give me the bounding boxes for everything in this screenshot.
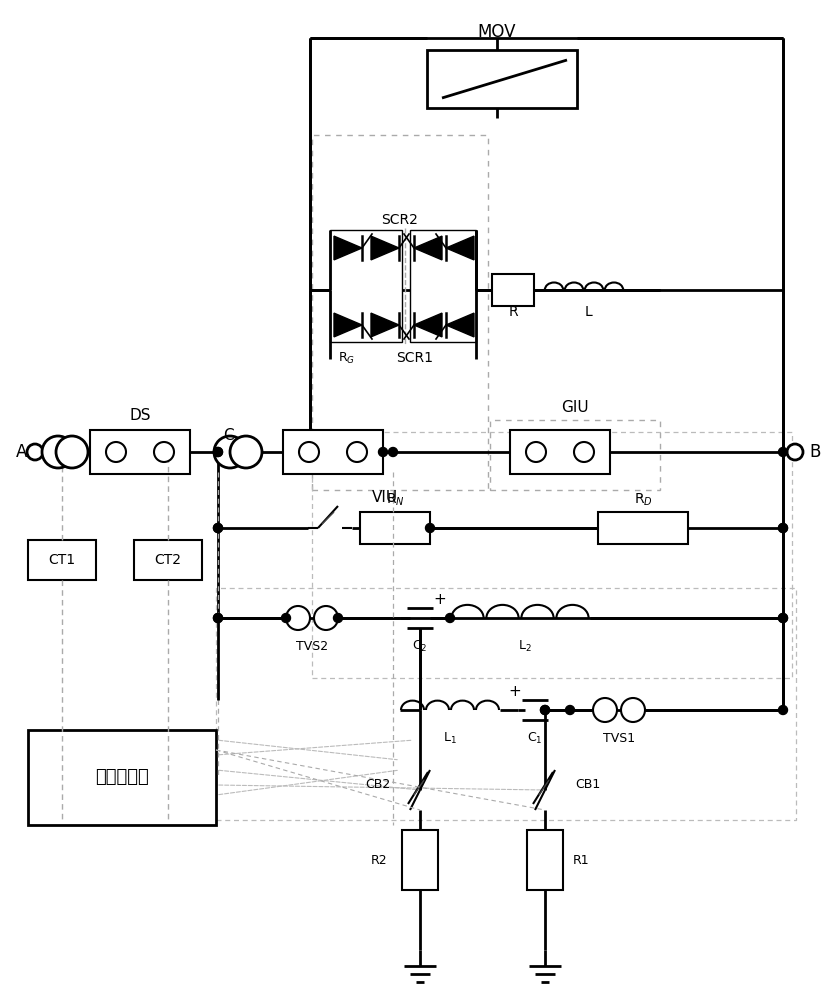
- Text: VIU: VIU: [372, 490, 398, 506]
- Circle shape: [787, 444, 803, 460]
- Bar: [283, 430, 383, 474]
- Text: GIU: GIU: [561, 400, 589, 416]
- Bar: [28, 540, 96, 580]
- Circle shape: [281, 613, 290, 622]
- Text: B: B: [809, 443, 820, 461]
- Text: CT1: CT1: [48, 553, 76, 567]
- Bar: [330, 230, 402, 342]
- Bar: [216, 588, 796, 820]
- Circle shape: [778, 706, 787, 714]
- Bar: [427, 50, 577, 108]
- Bar: [134, 540, 202, 580]
- Text: TVS2: TVS2: [296, 640, 328, 652]
- Text: R$_G$: R$_G$: [338, 350, 355, 366]
- Text: L$_1$: L$_1$: [443, 730, 457, 746]
- Text: SCR1: SCR1: [396, 351, 433, 365]
- Circle shape: [593, 698, 617, 722]
- Polygon shape: [371, 236, 399, 260]
- Polygon shape: [414, 313, 442, 337]
- Bar: [492, 274, 534, 306]
- Text: CB1: CB1: [575, 778, 600, 792]
- Circle shape: [541, 706, 549, 714]
- Circle shape: [230, 436, 262, 468]
- Bar: [527, 830, 563, 890]
- Circle shape: [778, 524, 787, 532]
- Bar: [28, 730, 216, 825]
- Polygon shape: [334, 236, 362, 260]
- Circle shape: [621, 698, 645, 722]
- Circle shape: [214, 448, 223, 456]
- Circle shape: [426, 524, 435, 532]
- Circle shape: [214, 613, 223, 622]
- Bar: [490, 420, 660, 490]
- Circle shape: [214, 613, 223, 622]
- Circle shape: [214, 448, 223, 456]
- Circle shape: [347, 442, 367, 462]
- Text: C: C: [223, 428, 233, 444]
- Circle shape: [106, 442, 126, 462]
- Bar: [312, 135, 488, 490]
- Circle shape: [299, 442, 319, 462]
- Text: C$_2$: C$_2$: [413, 638, 427, 654]
- Text: SCR2: SCR2: [381, 213, 418, 227]
- Text: R$_N$: R$_N$: [386, 492, 404, 508]
- Polygon shape: [446, 313, 474, 337]
- Polygon shape: [414, 236, 442, 260]
- Polygon shape: [371, 313, 399, 337]
- Text: MOV: MOV: [478, 23, 516, 41]
- Polygon shape: [446, 236, 474, 260]
- Circle shape: [27, 444, 43, 460]
- Circle shape: [314, 606, 338, 630]
- Circle shape: [214, 436, 246, 468]
- Circle shape: [154, 442, 174, 462]
- Circle shape: [389, 448, 398, 456]
- Text: L$_2$: L$_2$: [518, 638, 532, 654]
- Circle shape: [574, 442, 594, 462]
- Text: R$_D$: R$_D$: [634, 492, 653, 508]
- Circle shape: [214, 524, 223, 532]
- Text: DS: DS: [129, 408, 150, 424]
- Circle shape: [446, 613, 455, 622]
- Bar: [360, 512, 430, 544]
- Text: TVS1: TVS1: [603, 732, 635, 744]
- Text: R: R: [508, 305, 518, 319]
- Circle shape: [778, 613, 787, 622]
- Circle shape: [286, 606, 310, 630]
- Circle shape: [378, 448, 387, 456]
- Circle shape: [778, 613, 787, 622]
- Circle shape: [42, 436, 74, 468]
- Bar: [90, 430, 190, 474]
- Circle shape: [566, 706, 575, 714]
- Text: +: +: [509, 684, 521, 700]
- Circle shape: [778, 448, 787, 456]
- Text: R1: R1: [573, 854, 589, 866]
- Bar: [598, 512, 688, 544]
- Text: CB2: CB2: [365, 778, 390, 792]
- Bar: [410, 230, 476, 342]
- Circle shape: [778, 524, 787, 532]
- Text: CT2: CT2: [155, 553, 182, 567]
- Polygon shape: [334, 313, 362, 337]
- Text: R2: R2: [371, 854, 387, 866]
- Circle shape: [214, 524, 223, 532]
- Bar: [312, 432, 792, 678]
- Circle shape: [334, 613, 343, 622]
- Text: 智能控制器: 智能控制器: [95, 768, 149, 786]
- Bar: [402, 830, 438, 890]
- Text: L: L: [585, 305, 593, 319]
- Bar: [510, 430, 610, 474]
- Circle shape: [541, 706, 549, 714]
- Circle shape: [526, 442, 546, 462]
- Text: A: A: [16, 443, 28, 461]
- Text: C$_1$: C$_1$: [527, 730, 543, 746]
- Circle shape: [56, 436, 88, 468]
- Text: +: +: [434, 592, 446, 607]
